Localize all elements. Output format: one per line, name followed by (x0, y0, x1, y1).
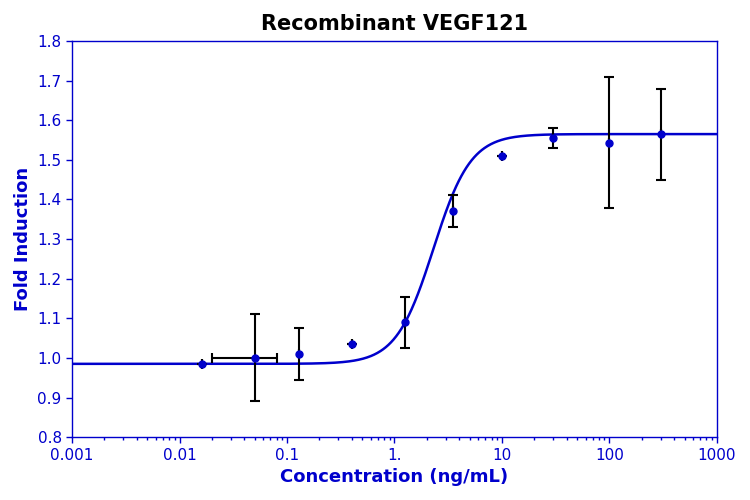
Y-axis label: Fold Induction: Fold Induction (14, 167, 32, 311)
X-axis label: Concentration (ng/mL): Concentration (ng/mL) (280, 468, 508, 486)
Title: Recombinant VEGF121: Recombinant VEGF121 (261, 14, 528, 34)
